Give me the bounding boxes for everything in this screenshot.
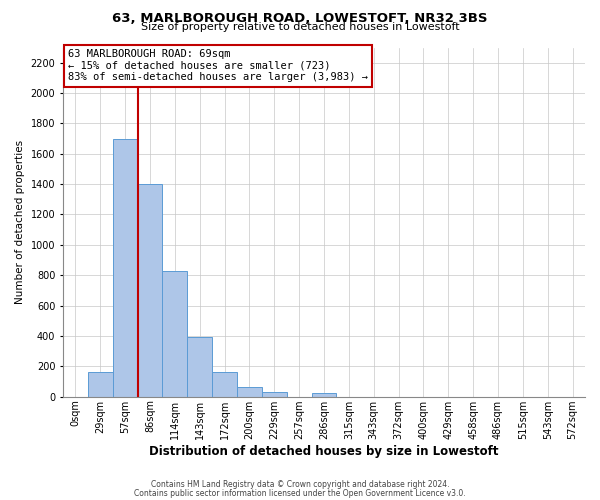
Bar (212, 372, 237, 396)
Bar (187, 338, 212, 396)
Text: 63 MARLBOROUGH ROAD: 69sqm
← 15% of detached houses are smaller (723)
83% of sem: 63 MARLBOROUGH ROAD: 69sqm ← 15% of deta… (68, 49, 368, 82)
Bar (137, 184, 163, 396)
Bar (237, 387, 262, 396)
X-axis label: Distribution of detached houses by size in Lowestoft: Distribution of detached houses by size … (149, 444, 499, 458)
Text: Contains public sector information licensed under the Open Government Licence v3: Contains public sector information licen… (134, 488, 466, 498)
Bar (113, 138, 137, 396)
Bar (88, 372, 113, 396)
Text: Contains HM Land Registry data © Crown copyright and database right 2024.: Contains HM Land Registry data © Crown c… (151, 480, 449, 489)
Bar (163, 270, 187, 396)
Bar (262, 392, 287, 396)
Y-axis label: Number of detached properties: Number of detached properties (15, 140, 25, 304)
Text: Size of property relative to detached houses in Lowestoft: Size of property relative to detached ho… (140, 22, 460, 32)
Bar (311, 393, 337, 396)
Text: 63, MARLBOROUGH ROAD, LOWESTOFT, NR32 3BS: 63, MARLBOROUGH ROAD, LOWESTOFT, NR32 3B… (112, 12, 488, 26)
